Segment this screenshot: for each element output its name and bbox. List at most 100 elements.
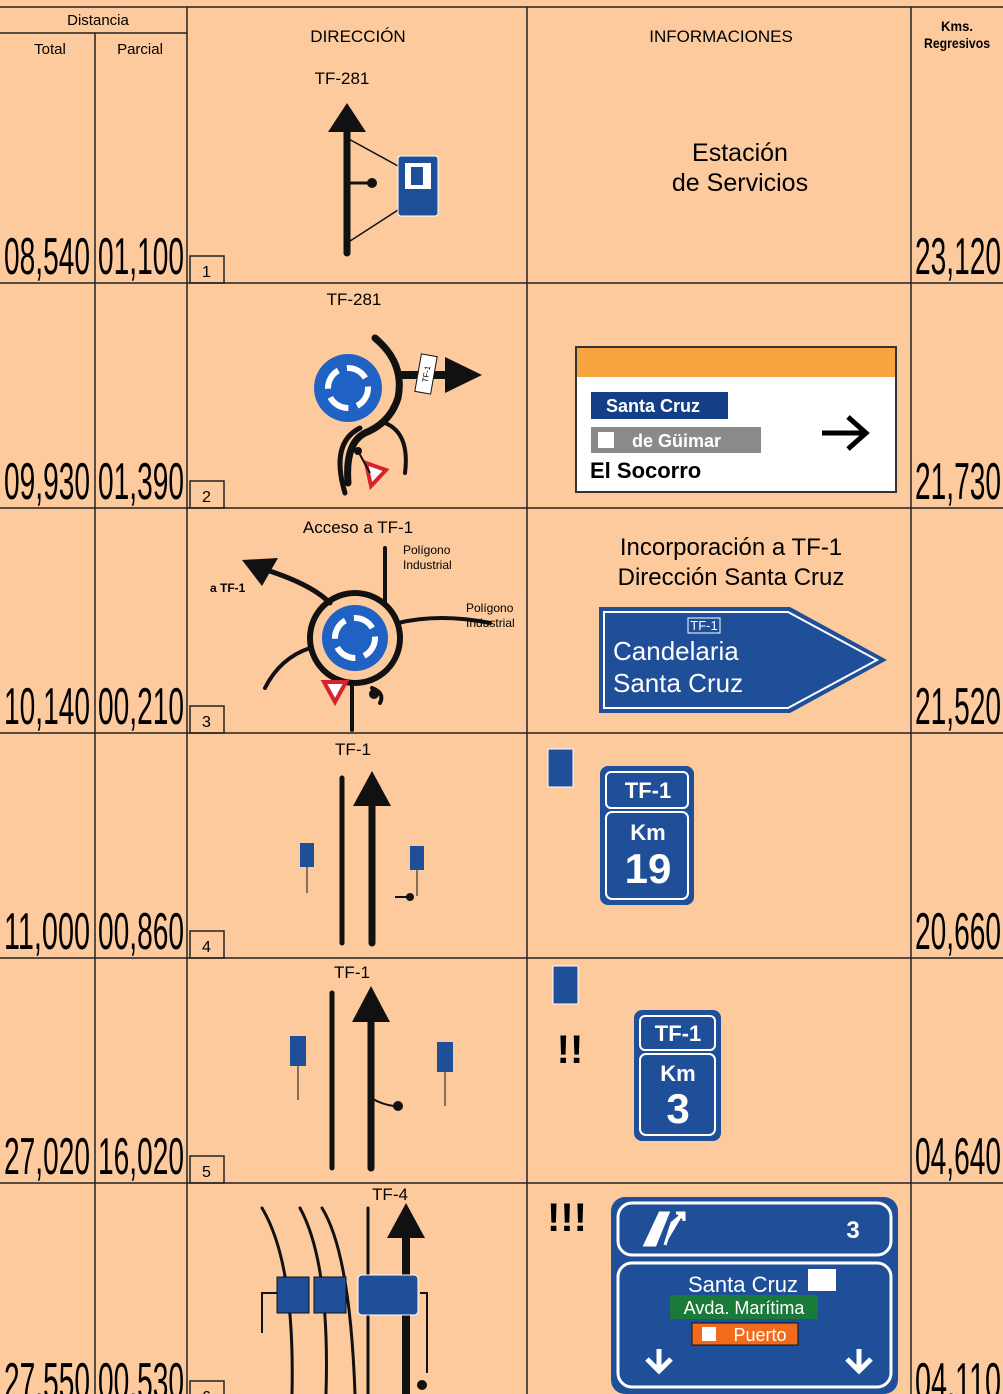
centre-icon xyxy=(808,1269,836,1291)
road xyxy=(263,546,492,732)
road xyxy=(383,421,408,475)
info-text: Dirección Santa Cruz xyxy=(618,564,845,591)
remaining-km: 23,120 xyxy=(915,228,1001,286)
motorway-icon xyxy=(552,965,579,1005)
dot xyxy=(354,447,362,455)
diagram-label: a TF-1 xyxy=(210,581,246,595)
dot xyxy=(406,893,414,901)
row-3: Acceso a TF-1 a TF-1 Polígono Industrial… xyxy=(210,518,887,732)
grid xyxy=(0,6,1003,1394)
sign-text: Avda. Marítima xyxy=(684,1298,806,1318)
header-information: INFORMACIONES xyxy=(649,27,793,46)
roundabout-arrows xyxy=(325,365,371,411)
port-icon xyxy=(702,1327,716,1341)
remaining-km: 21,520 xyxy=(915,678,1001,736)
header-distance: Distancia xyxy=(67,12,129,29)
row-cells: 08,540 01,100 23,120 1 09,930 01,390 21,730 2 10… xyxy=(0,228,1003,1394)
dot xyxy=(393,1101,403,1111)
step-number: 5 xyxy=(202,1164,211,1181)
partial-distance: 16,020 xyxy=(98,1128,184,1186)
km-post xyxy=(410,846,424,870)
step-box xyxy=(189,480,225,509)
info-text: de Servicios xyxy=(672,169,808,197)
arrow-head xyxy=(353,771,391,806)
header-kms: Kms. xyxy=(941,18,973,34)
step-box xyxy=(189,255,225,284)
diagram-label: Industrial xyxy=(403,558,452,572)
sign-border xyxy=(605,771,689,809)
road-label: TF-4 xyxy=(372,1185,408,1204)
sign-plate xyxy=(591,392,728,419)
road-label: TF-281 xyxy=(315,69,370,88)
total-distance: 08,540 xyxy=(4,228,90,286)
sign-text: 3 xyxy=(846,1217,859,1244)
km-post xyxy=(290,1036,306,1066)
road-label: Acceso a TF-1 xyxy=(303,518,413,537)
pointer xyxy=(346,209,399,244)
step-box xyxy=(189,1380,225,1394)
gantry-sign xyxy=(357,1274,419,1316)
pointer xyxy=(346,137,399,167)
row-6: TF-4 !!! 3 Santa Cruz Avda. Marítima Pue… xyxy=(260,1185,898,1394)
sign-border xyxy=(616,1261,893,1389)
header: Distancia Total Parcial DIRECCIÓN INFORM… xyxy=(34,12,990,58)
remaining-km: 20,660 xyxy=(915,903,1001,961)
km-post xyxy=(437,1042,453,1072)
arrow-head xyxy=(445,357,482,393)
gantry xyxy=(261,1292,428,1373)
sign-text: Santa Cruz xyxy=(606,396,700,416)
sign-text: Puerto xyxy=(733,1325,786,1345)
total-distance: 10,140 xyxy=(4,678,90,736)
road-label: TF-1 xyxy=(334,963,370,982)
step-number: 3 xyxy=(202,714,211,731)
sign-text: 3 xyxy=(666,1085,689,1132)
gantry-sign xyxy=(313,1276,347,1314)
row-cells: 10,140 00,210 21,520 3 xyxy=(0,678,1003,736)
sign-text: TF-1 xyxy=(625,778,671,803)
sign-plate xyxy=(691,1322,799,1346)
sign-text: Km xyxy=(660,1061,695,1086)
sign-text: TF-1 xyxy=(690,618,717,633)
dot xyxy=(367,178,377,188)
row-cells: 08,540 01,100 23,120 1 xyxy=(0,228,1003,286)
direction-sign xyxy=(599,607,887,713)
road xyxy=(344,334,403,487)
industry-icon xyxy=(598,432,614,448)
sign-text: Candelaria xyxy=(613,636,739,666)
step-number: 4 xyxy=(202,939,211,956)
sign-text: de Güimar xyxy=(632,431,721,451)
step-box xyxy=(189,1155,225,1184)
yield-sign xyxy=(363,459,390,491)
road-label: TF-1 xyxy=(335,740,371,759)
road xyxy=(337,425,363,496)
sign-border xyxy=(603,611,880,709)
remaining-km: 21,730 xyxy=(915,453,1001,511)
diagram-label: Polígono xyxy=(403,543,451,557)
ring-road xyxy=(307,590,403,686)
sign-plate xyxy=(687,617,721,634)
remaining-km: 04,110 xyxy=(915,1353,1001,1394)
partial-distance: 00,860 xyxy=(98,903,184,961)
roundabout xyxy=(322,605,388,671)
sign-band xyxy=(577,348,895,377)
info-text: Incorporación a TF-1 xyxy=(620,534,842,561)
warning: !! xyxy=(557,1028,584,1072)
row-cells: 11,000 00,860 20,660 4 xyxy=(0,903,1003,961)
partial-distance: 00,530 xyxy=(98,1353,184,1394)
row-4: TF-1 TF-1 Km 19 xyxy=(300,740,694,947)
road-sign xyxy=(414,353,438,395)
sign-border xyxy=(605,811,689,900)
dot xyxy=(369,689,379,699)
step-number: 1 xyxy=(202,264,211,281)
sign-text: TF-1 xyxy=(655,1021,701,1046)
gantry-sign xyxy=(276,1276,310,1314)
row-cells: 09,930 01,390 21,730 2 xyxy=(0,453,1003,511)
sign-post xyxy=(357,450,371,474)
fuel-icon xyxy=(411,167,423,185)
diagram-label: Industrial xyxy=(466,616,515,630)
sign-arrow xyxy=(645,1349,873,1375)
step-box xyxy=(189,705,225,734)
arrow-head xyxy=(242,558,278,586)
total-distance: 27,020 xyxy=(4,1128,90,1186)
